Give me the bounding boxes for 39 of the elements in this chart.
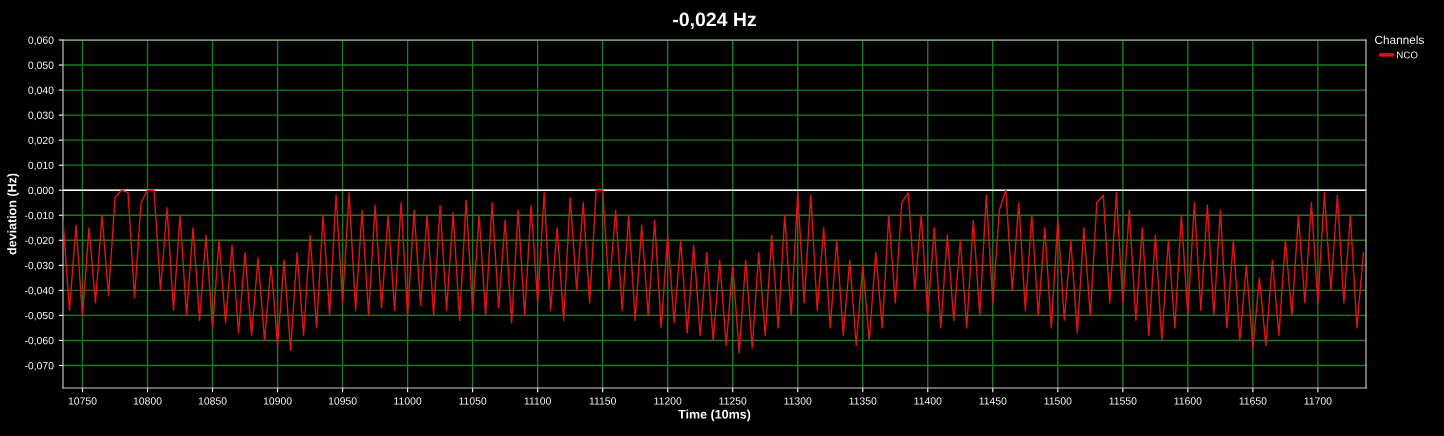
y-tick-label: 0,060 — [28, 36, 54, 46]
y-tick-label: -0,060 — [24, 336, 54, 346]
y-tick-label: 0,020 — [28, 136, 54, 146]
x-tick-label: 11200 — [654, 397, 682, 405]
x-tick-label: 11550 — [1109, 397, 1137, 405]
x-tick-label: 10950 — [328, 397, 357, 405]
y-tick-label: -0,010 — [24, 211, 54, 221]
y-tick-label: 0,030 — [28, 111, 54, 121]
x-tick-label: 11000 — [394, 397, 422, 405]
y-tick-label: -0,020 — [24, 236, 54, 246]
legend-label: NCO — [1397, 51, 1418, 59]
x-tick-label: 11600 — [1174, 397, 1202, 405]
x-tick-label: 11100 — [524, 397, 551, 405]
x-tick-label: 11700 — [1304, 397, 1332, 405]
y-tick-label: -0,070 — [24, 361, 54, 371]
x-tick-label: 11500 — [1044, 397, 1072, 405]
x-tick-label: 11300 — [784, 397, 812, 405]
x-axis-title: Time (10ms) — [678, 409, 751, 422]
x-tick-label: 11150 — [589, 397, 616, 405]
x-tick-label: 11450 — [979, 397, 1007, 405]
y-tick-label: -0,040 — [24, 286, 54, 296]
y-tick-label: -0,030 — [24, 261, 54, 271]
x-tick-label: 11250 — [719, 397, 747, 405]
x-tick-label: 10750 — [68, 397, 97, 405]
x-tick-label: 10800 — [133, 397, 162, 405]
x-tick-label: 11350 — [849, 397, 877, 405]
y-tick-label: -0,050 — [24, 311, 54, 321]
x-tick-label: 11400 — [914, 397, 942, 405]
legend-title: Channels — [1375, 35, 1424, 45]
y-tick-label: 0,040 — [28, 86, 54, 96]
x-tick-label: 11050 — [459, 397, 487, 405]
y-axis-title: deviation (Hz) — [7, 173, 19, 255]
y-tick-label: 0,010 — [28, 161, 54, 171]
x-tick-label: 11650 — [1239, 397, 1267, 405]
x-tick-label: 10900 — [263, 397, 292, 405]
y-tick-label: 0,000 — [28, 186, 54, 196]
chart-title: -0,024 Hz — [673, 12, 756, 30]
x-tick-label: 10850 — [198, 397, 227, 405]
y-tick-label: 0,050 — [28, 61, 54, 71]
